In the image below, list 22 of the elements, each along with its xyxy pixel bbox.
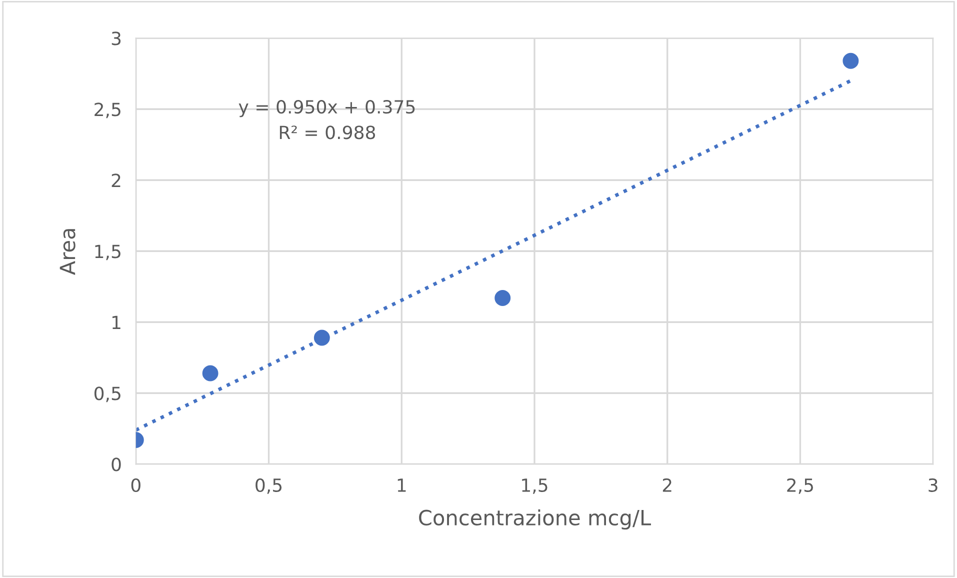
x-tick-label: 2	[662, 478, 672, 492]
x-tick-label: 1	[398, 478, 406, 492]
annotation: y = 0.950x + 0.375	[238, 100, 415, 118]
x-axis-title: Concentrazione mcg/L	[419, 509, 651, 530]
y-tick-label: 1	[112, 316, 120, 329]
x-tick-label: 3	[928, 478, 938, 492]
x-tick-label: 2,5	[787, 478, 813, 494]
point	[314, 330, 330, 346]
y-tick-label: 2,5	[94, 102, 120, 118]
y-tick-label: 1,5	[95, 244, 120, 260]
x-tick-label: 0	[131, 478, 140, 492]
x-tick-label: 0,5	[256, 478, 282, 494]
y-tick-label: 0,5	[94, 386, 120, 402]
point	[202, 365, 218, 382]
annotation: R² = 0.988	[280, 126, 376, 140]
point	[494, 290, 511, 306]
y-tick-label: 2	[112, 174, 120, 188]
y-tick-label: 0	[112, 458, 121, 472]
y-tick-label: 3	[112, 32, 121, 46]
y-axis-title: Area	[60, 229, 76, 275]
point	[842, 52, 859, 69]
x-tick-label: 1,5	[522, 478, 548, 494]
